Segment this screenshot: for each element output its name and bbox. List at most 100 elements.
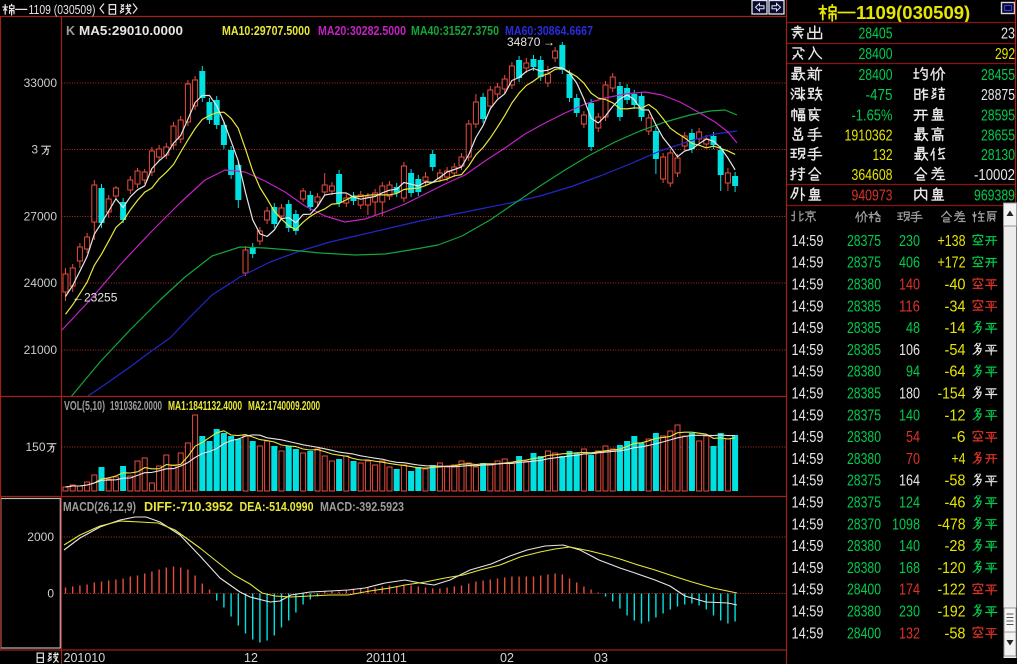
svg-text:180: 180 [899,386,920,403]
svg-text:MA40:31527.3750: MA40:31527.3750 [411,23,499,38]
svg-text:28385: 28385 [847,386,881,403]
svg-text:14:59: 14:59 [792,233,824,250]
svg-text:28375: 28375 [847,495,881,512]
svg-text:106: 106 [899,342,920,359]
svg-text:70: 70 [906,451,920,468]
svg-text:-58: -58 [945,473,966,490]
svg-text:14:59: 14:59 [792,473,824,490]
svg-text:-6: -6 [952,429,966,446]
svg-text:-10002: -10002 [974,167,1015,184]
svg-text:27000: 27000 [24,210,58,224]
svg-text:28380: 28380 [847,604,881,621]
svg-text:140: 140 [899,538,920,555]
svg-text:-34: -34 [945,298,966,315]
svg-text:2000: 2000 [27,530,54,544]
svg-text:28385: 28385 [847,298,881,315]
svg-text:-122: -122 [938,582,966,599]
svg-text:14:59: 14:59 [792,298,824,315]
svg-text:28380: 28380 [847,560,881,577]
svg-text:14:59: 14:59 [792,386,824,403]
svg-text:28380: 28380 [847,277,881,294]
svg-text:14:59: 14:59 [792,342,824,359]
svg-text:94: 94 [906,364,920,381]
svg-text:28595: 28595 [981,108,1015,125]
svg-text:168: 168 [899,560,920,577]
svg-text:MA60:30864.6667: MA60:30864.6667 [505,23,593,38]
svg-text:54: 54 [906,429,920,446]
svg-text:23: 23 [1001,26,1015,43]
svg-text:MA20:30282.5000: MA20:30282.5000 [318,23,406,38]
svg-text:406: 406 [899,255,920,272]
svg-text:-64: -64 [945,364,966,381]
svg-text:DEA:-514.0990: DEA:-514.0990 [240,499,314,514]
svg-text:03: 03 [594,651,608,664]
svg-text:24000: 24000 [24,276,58,290]
svg-text:140: 140 [899,277,920,294]
svg-text:-154: -154 [938,386,966,403]
svg-text:→: → [543,35,555,49]
svg-text:14:59: 14:59 [792,495,824,512]
svg-text:364608: 364608 [852,167,893,184]
svg-text:DIFF:-710.3952: DIFF:-710.3952 [144,499,233,514]
svg-text:MA10:29707.5000: MA10:29707.5000 [222,23,310,38]
svg-text:14:59: 14:59 [792,277,824,294]
svg-text:33000: 33000 [24,76,58,90]
svg-text:-14: -14 [945,320,966,337]
svg-text:14:59: 14:59 [792,604,824,621]
svg-text:14:59: 14:59 [792,451,824,468]
svg-text:124: 124 [899,495,920,512]
svg-text:14:59: 14:59 [792,364,824,381]
svg-text:28130: 28130 [981,147,1015,164]
svg-text:14:59: 14:59 [792,582,824,599]
svg-text:12: 12 [244,651,258,664]
svg-text:28400: 28400 [847,625,881,642]
svg-text:14:59: 14:59 [792,516,824,533]
svg-text:14:59: 14:59 [792,407,824,424]
svg-text:14:59: 14:59 [792,429,824,446]
svg-text:28875: 28875 [981,87,1015,104]
svg-text:230: 230 [899,233,920,250]
svg-text:0: 0 [47,587,54,601]
svg-text:MA1:1841132.4000: MA1:1841132.4000 [168,398,242,413]
svg-text:MACD(26,12,9): MACD(26,12,9) [63,500,136,514]
svg-text:-192: -192 [938,604,966,621]
svg-text:-58: -58 [945,625,966,642]
svg-text:969389: 969389 [974,188,1015,205]
svg-text:230: 230 [899,604,920,621]
svg-text:28380: 28380 [847,451,881,468]
svg-text:21000: 21000 [24,343,58,357]
svg-text:940973: 940973 [852,188,893,205]
svg-text:-54: -54 [945,342,966,359]
svg-text:1098: 1098 [892,516,920,533]
svg-text:-475: -475 [866,87,893,104]
svg-text:-120: -120 [938,560,966,577]
svg-text:132: 132 [899,625,920,642]
svg-text:201101: 201101 [366,651,407,664]
svg-text:+4: +4 [952,451,966,468]
svg-text:28455: 28455 [981,67,1015,84]
svg-text:MA5:29010.0000: MA5:29010.0000 [79,23,183,38]
svg-text:14:59: 14:59 [792,320,824,337]
svg-text:28400: 28400 [847,582,881,599]
svg-text:28375: 28375 [847,233,881,250]
svg-text:164: 164 [899,473,920,490]
svg-text:3: 3 [31,143,38,157]
svg-text:02: 02 [500,651,514,664]
svg-text:1910362: 1910362 [845,128,893,145]
svg-text:+138: +138 [938,233,966,250]
svg-text:14:59: 14:59 [792,538,824,555]
svg-text:-478: -478 [938,516,966,533]
svg-text:-40: -40 [945,277,966,294]
svg-text:116: 116 [899,298,920,315]
svg-text:28380: 28380 [847,538,881,555]
svg-text:1910362.0000: 1910362.0000 [110,399,162,413]
svg-text:174: 174 [899,582,920,599]
svg-text:-28: -28 [945,538,966,555]
svg-text:28375: 28375 [847,255,881,272]
svg-text:-46: -46 [945,495,966,512]
svg-text:28385: 28385 [847,342,881,359]
svg-text:292: 292 [995,46,1015,63]
svg-text:28405: 28405 [859,26,893,43]
svg-text:34870: 34870 [507,35,541,49]
svg-text:28385: 28385 [847,320,881,337]
